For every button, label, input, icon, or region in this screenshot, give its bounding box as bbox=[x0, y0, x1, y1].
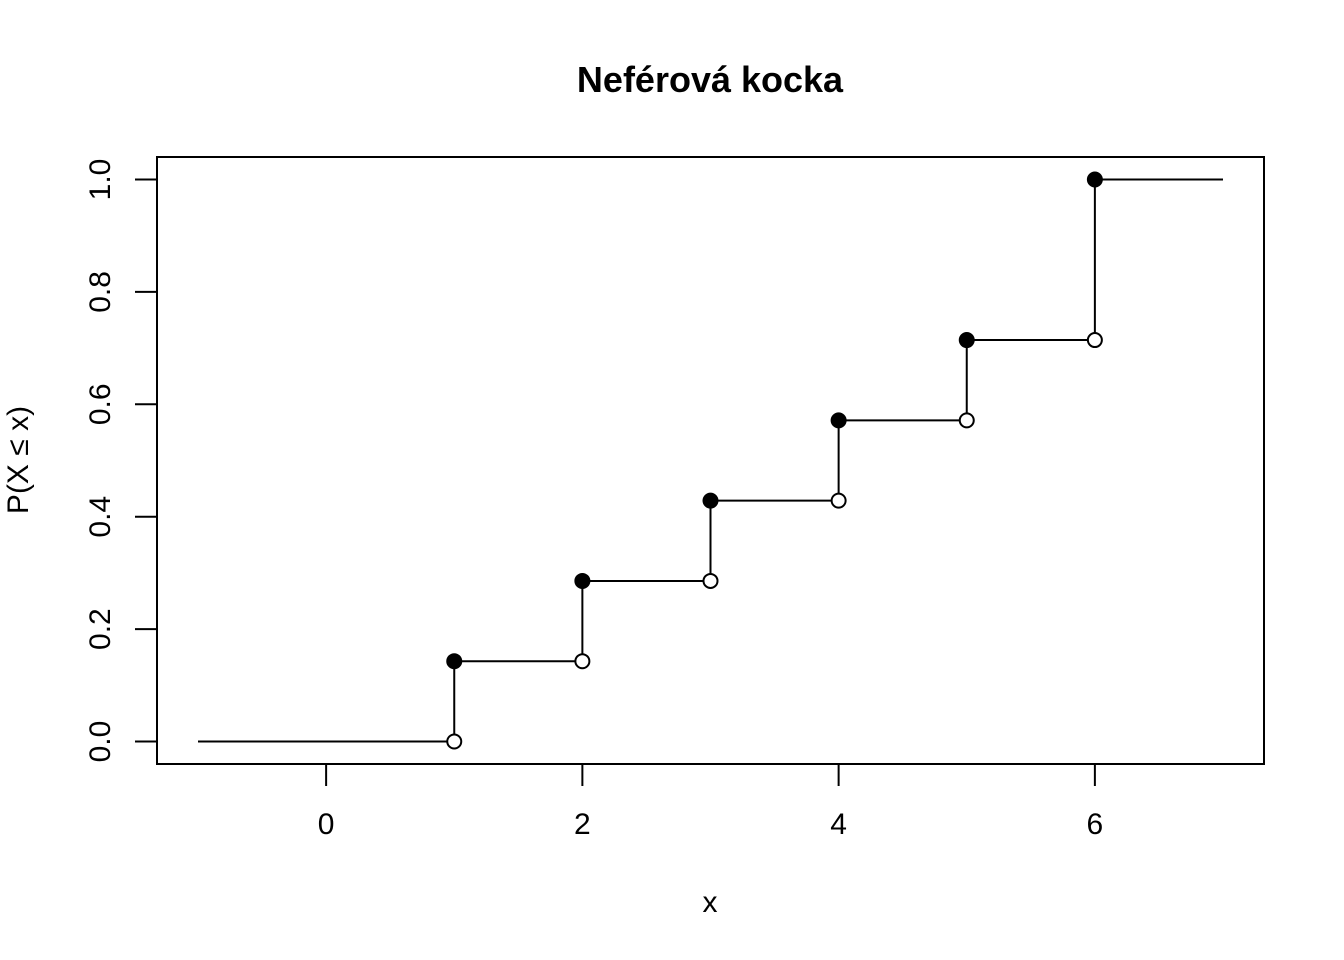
x-axis-label: x bbox=[703, 886, 718, 919]
y-tick-label: 0.8 bbox=[84, 271, 117, 313]
open-point bbox=[958, 412, 975, 429]
closed-point bbox=[1086, 171, 1103, 188]
chart-title: Neférová kocka bbox=[577, 59, 844, 100]
open-point bbox=[702, 572, 719, 589]
open-point bbox=[1086, 332, 1103, 349]
plot-frame bbox=[156, 156, 1265, 765]
y-tick-label: 0.6 bbox=[84, 383, 117, 425]
y-tick-label: 0.4 bbox=[84, 496, 117, 538]
x-tick-label: 0 bbox=[318, 808, 335, 841]
y-axis-label: P(X ≤ x) bbox=[2, 406, 35, 514]
x-tick-label: 6 bbox=[1087, 808, 1104, 841]
x-tick-label: 4 bbox=[830, 808, 847, 841]
y-tick-label: 0.2 bbox=[84, 608, 117, 650]
open-point bbox=[830, 492, 847, 509]
y-axis: 0.0 0.2 0.4 0.6 0.8 1.0 bbox=[84, 159, 158, 763]
cdf-series bbox=[198, 171, 1223, 750]
x-axis: 0 2 4 6 bbox=[318, 763, 1104, 841]
open-point bbox=[446, 733, 463, 750]
y-tick-label: 0.0 bbox=[84, 721, 117, 763]
closed-point bbox=[574, 572, 591, 589]
closed-point bbox=[958, 332, 975, 349]
x-tick-label: 2 bbox=[574, 808, 591, 841]
closed-point bbox=[446, 653, 463, 670]
closed-point bbox=[830, 412, 847, 429]
open-point bbox=[574, 653, 591, 670]
closed-point bbox=[702, 492, 719, 509]
y-tick-label: 1.0 bbox=[84, 159, 117, 201]
